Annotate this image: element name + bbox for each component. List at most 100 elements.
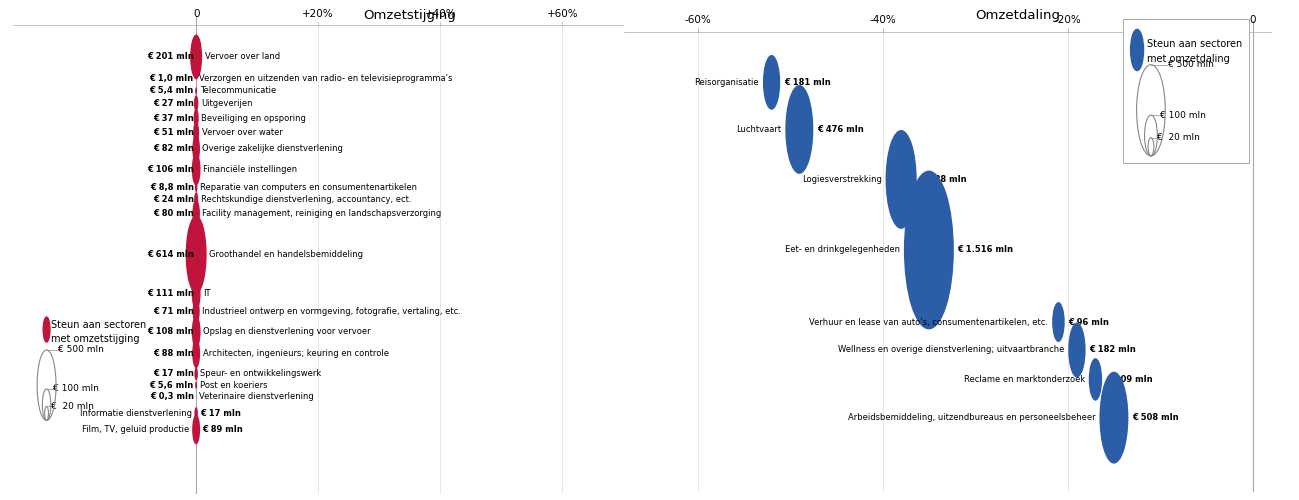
Text: € 17 mln: € 17 mln — [200, 409, 242, 418]
Text: Verhuur en lease van auto’s, consumentenartikelen, etc.: Verhuur en lease van auto’s, consumenten… — [809, 318, 1048, 326]
Text: Uitgeverijen: Uitgeverijen — [201, 99, 252, 108]
Text: Post en koeriers: Post en koeriers — [200, 380, 268, 390]
Text: €  20 mln: € 20 mln — [51, 402, 94, 411]
Text: Speur- en ontwikkelingswerk: Speur- en ontwikkelingswerk — [200, 370, 322, 378]
Text: € 37 mln: € 37 mln — [153, 114, 194, 122]
Text: € 182 mln: € 182 mln — [1090, 346, 1137, 354]
Text: € 17 mln: € 17 mln — [153, 370, 194, 378]
Circle shape — [195, 407, 197, 420]
Circle shape — [194, 122, 199, 144]
Text: Luchtvaart: Luchtvaart — [737, 125, 782, 134]
Text: Steun aan sectoren: Steun aan sectoren — [1147, 39, 1243, 49]
Circle shape — [194, 95, 199, 112]
Circle shape — [192, 200, 200, 228]
Circle shape — [194, 192, 199, 208]
Text: Overige zakelijke dienstverlening: Overige zakelijke dienstverlening — [203, 144, 343, 154]
Circle shape — [1068, 322, 1086, 378]
Text: € 106 mln: € 106 mln — [147, 165, 194, 174]
Text: Financiële instellingen: Financiële instellingen — [203, 165, 297, 174]
Text: € 111 mln: € 111 mln — [147, 288, 194, 298]
Text: € 108 mln: € 108 mln — [147, 328, 194, 336]
Text: € 88 mln: € 88 mln — [153, 349, 194, 358]
Text: met omzetdaling: met omzetdaling — [1147, 54, 1230, 64]
Circle shape — [192, 316, 200, 348]
Text: € 508 mln: € 508 mln — [1133, 413, 1178, 422]
Text: € 27 mln: € 27 mln — [153, 99, 194, 108]
Text: €  20 mln: € 20 mln — [1156, 133, 1199, 142]
Text: € 24 mln: € 24 mln — [153, 196, 194, 204]
Text: Reclame en marktonderzoek: Reclame en marktonderzoek — [964, 375, 1085, 384]
Text: Eet- en drinkgelegenheden: Eet- en drinkgelegenheden — [785, 246, 900, 254]
Circle shape — [192, 298, 200, 324]
Circle shape — [192, 414, 200, 444]
Text: Industrieel ontwerp en vormgeving, fotografie, vertaling, etc.: Industrieel ontwerp en vormgeving, fotog… — [203, 307, 461, 316]
Circle shape — [195, 87, 197, 94]
Text: Groothandel en handelsbemiddeling: Groothandel en handelsbemiddeling — [209, 250, 364, 259]
Circle shape — [190, 34, 203, 79]
Text: Architecten, ingenieurs; keuring en controle: Architecten, ingenieurs; keuring en cont… — [203, 349, 388, 358]
Text: € 588 mln: € 588 mln — [921, 175, 966, 184]
Text: € 51 mln: € 51 mln — [153, 128, 194, 138]
Circle shape — [1130, 30, 1143, 70]
FancyBboxPatch shape — [1122, 19, 1248, 163]
Text: Omzetdaling: Omzetdaling — [976, 9, 1060, 22]
Text: Veterinaire dienstverlening: Veterinaire dienstverlening — [199, 392, 313, 401]
Text: € 100 mln: € 100 mln — [1160, 110, 1205, 120]
Text: 0: 0 — [1250, 15, 1256, 25]
Text: met omzetstijging: met omzetstijging — [52, 334, 140, 344]
Text: +60%: +60% — [547, 10, 578, 20]
Text: Beveiliging en opsporing: Beveiliging en opsporing — [201, 114, 307, 122]
Text: € 500 mln: € 500 mln — [58, 346, 104, 354]
Text: Logiesverstrekking: Logiesverstrekking — [801, 175, 882, 184]
Circle shape — [1099, 372, 1129, 464]
Circle shape — [192, 134, 200, 163]
Text: € 201 mln: € 201 mln — [147, 52, 194, 62]
Text: Steun aan sectoren: Steun aan sectoren — [52, 320, 147, 330]
Text: Facility management, reiniging en landschapsverzorging: Facility management, reiniging en landsc… — [203, 209, 442, 218]
Text: Arbeidsbemiddeling, uitzendbureaus en personeelsbeheer: Arbeidsbemiddeling, uitzendbureaus en pe… — [848, 413, 1096, 422]
Text: € 1,0 mln: € 1,0 mln — [149, 74, 194, 83]
Text: € 71 mln: € 71 mln — [153, 307, 194, 316]
Text: € 500 mln: € 500 mln — [1168, 60, 1215, 69]
Text: Reisorganisatie: Reisorganisatie — [695, 78, 759, 87]
Text: Rechtskundige dienstverlening, accountancy, ect.: Rechtskundige dienstverlening, accountan… — [200, 196, 412, 204]
Circle shape — [904, 170, 953, 330]
Text: -60%: -60% — [685, 15, 711, 25]
Circle shape — [43, 317, 49, 342]
Text: € 8,8 mln: € 8,8 mln — [149, 183, 194, 192]
Text: Telecommunicatie: Telecommunicatie — [200, 86, 275, 96]
Circle shape — [1052, 302, 1065, 342]
Circle shape — [192, 276, 200, 310]
Text: € 89 mln: € 89 mln — [203, 425, 243, 434]
Text: +40%: +40% — [425, 10, 456, 20]
Text: € 181 mln: € 181 mln — [783, 78, 830, 87]
Text: Verzorgen en uitzenden van radio- en televisieprogramma’s: Verzorgen en uitzenden van radio- en tel… — [199, 74, 452, 83]
Circle shape — [1089, 358, 1102, 401]
Text: Vervoer over land: Vervoer over land — [204, 52, 279, 62]
Text: € 0,3 mln: € 0,3 mln — [149, 392, 194, 401]
Text: Informatie dienstverlening: Informatie dienstverlening — [81, 409, 192, 418]
Text: € 109 mln: € 109 mln — [1105, 375, 1152, 384]
Circle shape — [886, 130, 917, 229]
Circle shape — [786, 85, 813, 174]
Text: € 96 mln: € 96 mln — [1068, 318, 1109, 326]
Circle shape — [195, 368, 197, 380]
Text: € 614 mln: € 614 mln — [147, 250, 194, 259]
Circle shape — [195, 382, 197, 389]
Circle shape — [195, 183, 197, 192]
Text: € 100 mln: € 100 mln — [53, 384, 99, 394]
Text: Omzetstijging: Omzetstijging — [364, 9, 456, 22]
Text: € 82 mln: € 82 mln — [153, 144, 194, 154]
Text: Wellness en overige dienstverlening; uitvaartbranche: Wellness en overige dienstverlening; uit… — [838, 346, 1065, 354]
Text: -40%: -40% — [869, 15, 896, 25]
Text: IT: IT — [203, 288, 210, 298]
Text: 0: 0 — [192, 10, 200, 20]
Text: +20%: +20% — [303, 10, 334, 20]
Circle shape — [194, 108, 199, 128]
Circle shape — [192, 153, 200, 186]
Text: Vervoer over water: Vervoer over water — [201, 128, 282, 138]
Circle shape — [192, 338, 200, 368]
Text: Opslag en dienstverlening voor vervoer: Opslag en dienstverlening voor vervoer — [203, 328, 370, 336]
Circle shape — [763, 55, 781, 110]
Text: € 1.516 mln: € 1.516 mln — [957, 246, 1013, 254]
